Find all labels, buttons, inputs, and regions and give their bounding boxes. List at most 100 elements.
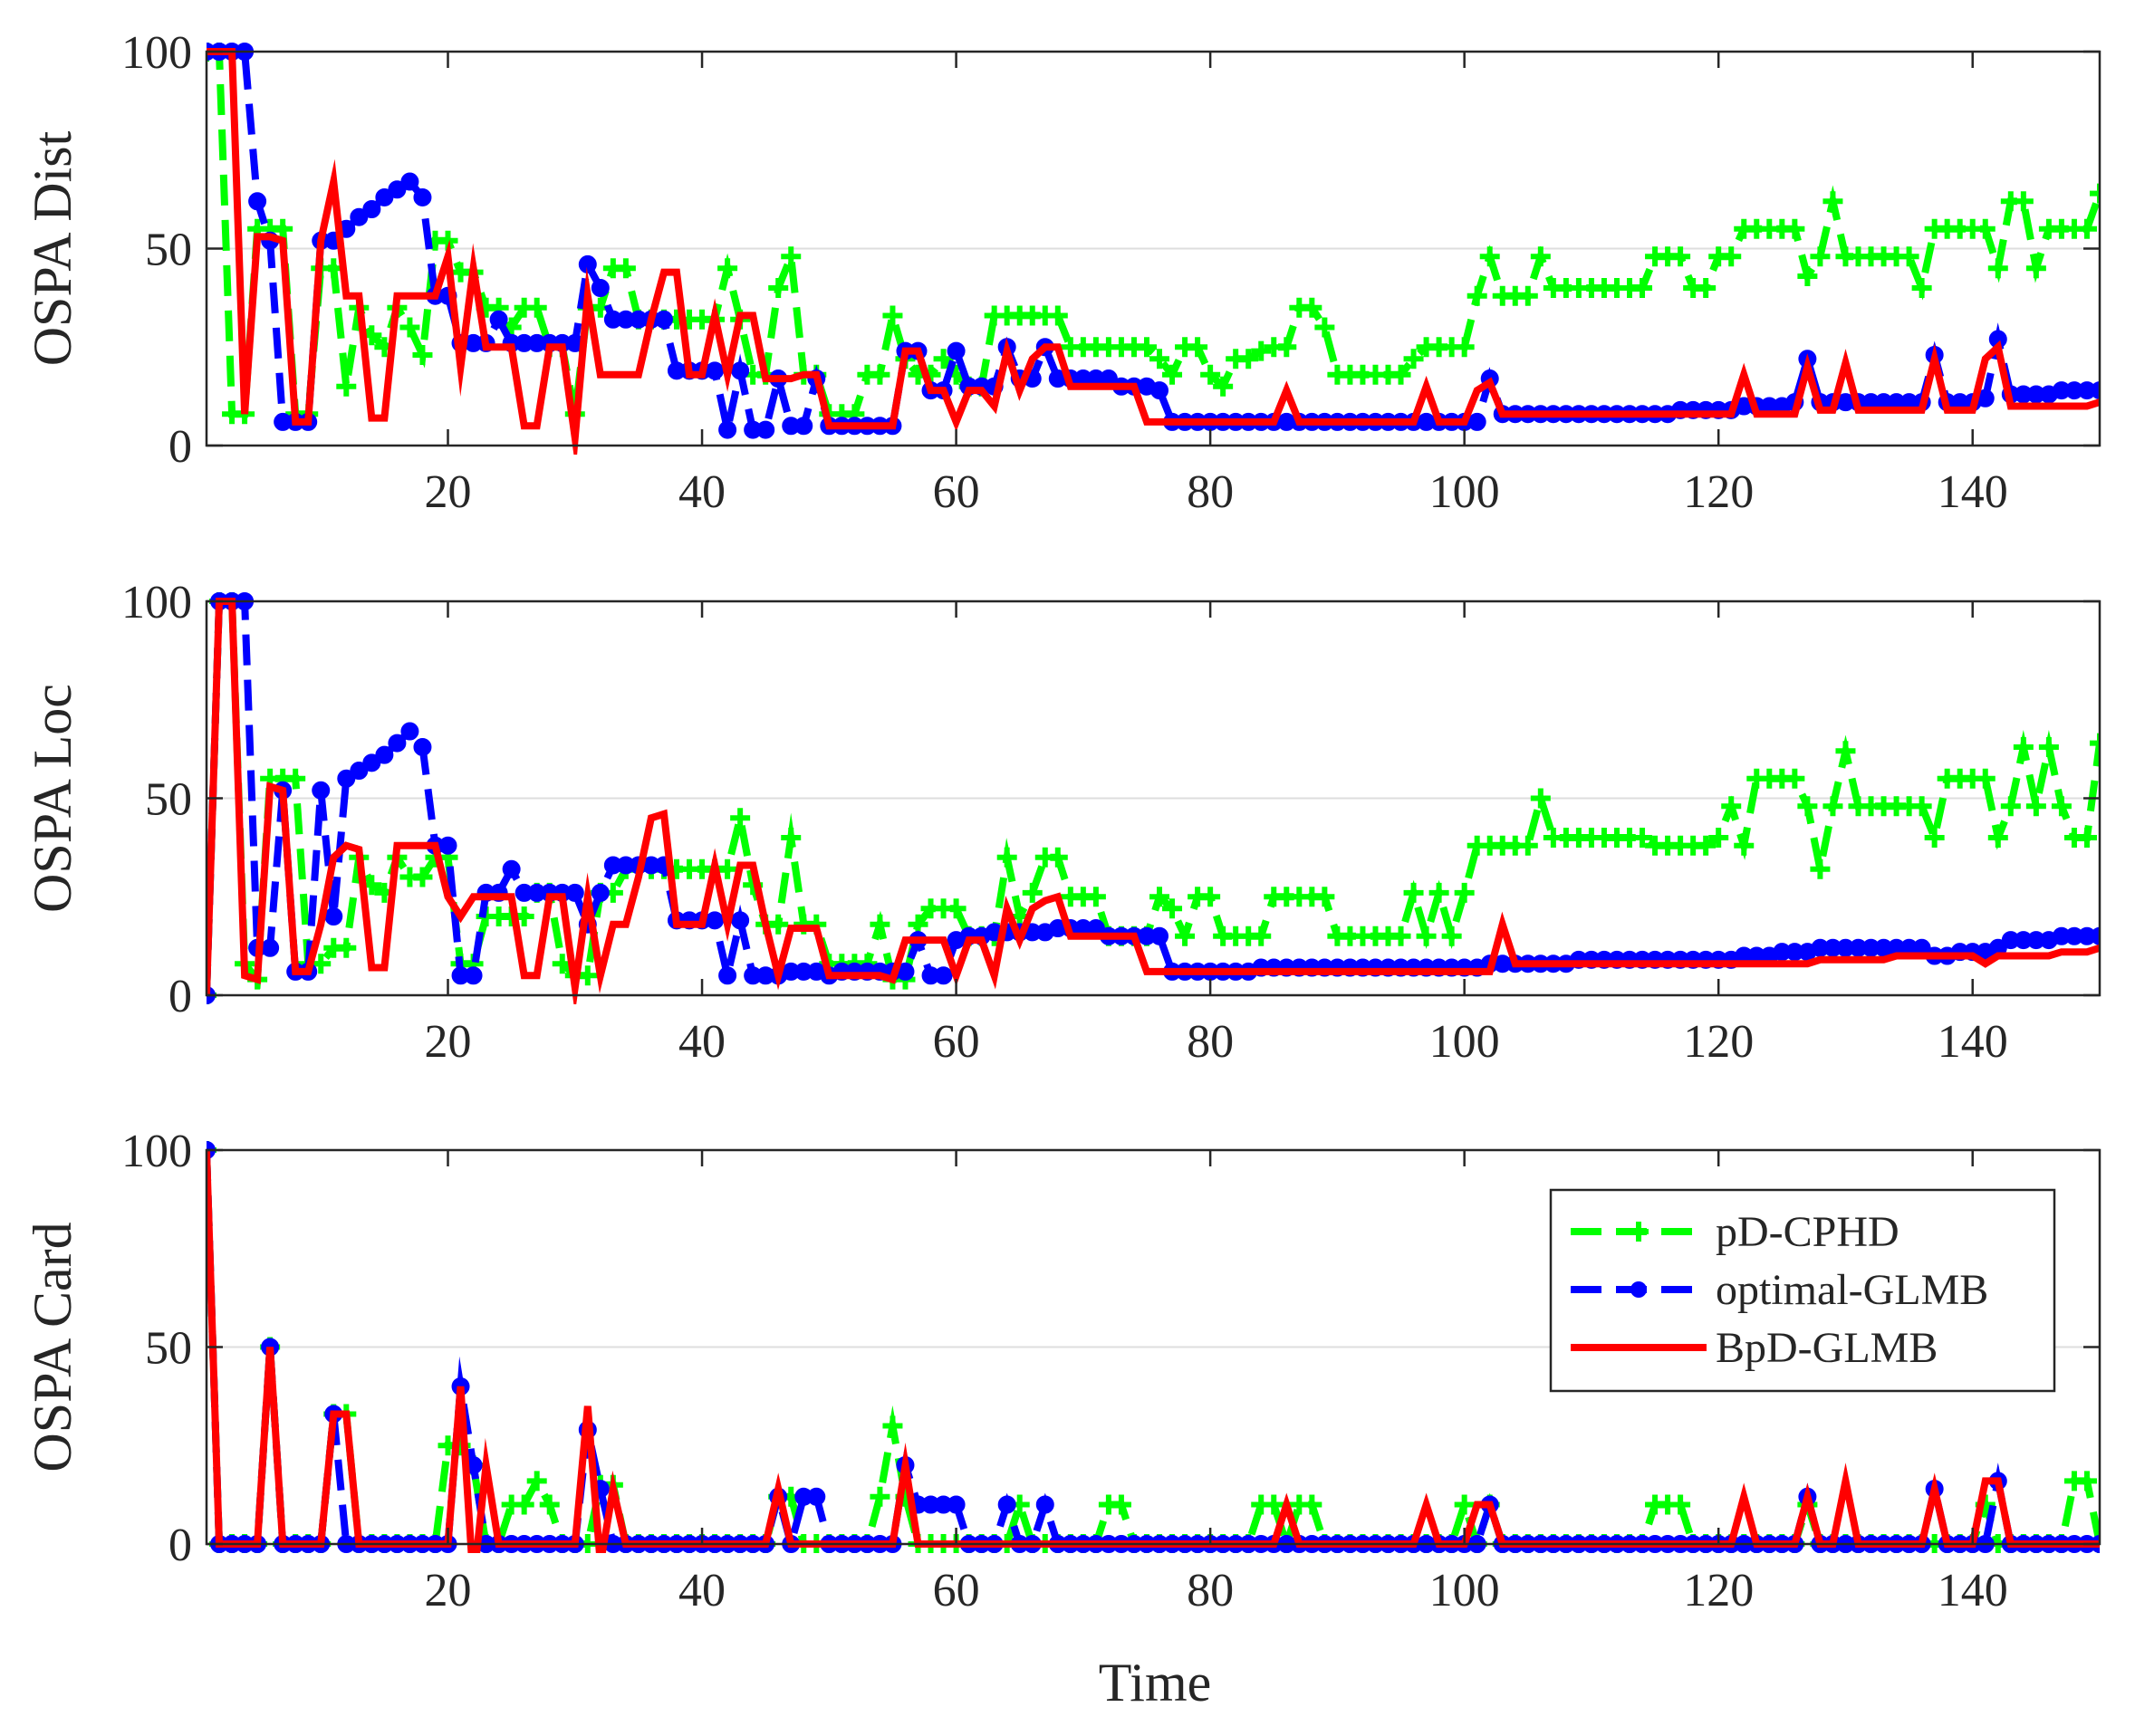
data-point [870,914,890,935]
data-point [1517,285,1538,306]
data-point [2091,381,2100,400]
data-point [1188,337,1208,358]
data-point [1530,246,1551,267]
x-tick-label: 60 [933,1016,980,1068]
data-point [539,1494,560,1515]
data-point [2076,828,2097,848]
data-point [1213,376,1234,397]
legend-marker [1630,1281,1647,1298]
legend-label: BpD-GLMB [1716,1324,1938,1372]
data-point [718,966,737,985]
data-point [1035,1495,1054,1514]
x-tick-label: 100 [1429,466,1500,518]
data-point [1797,796,1818,817]
data-point [1784,218,1805,239]
data-point [1632,278,1653,298]
data-point [781,246,802,267]
y-tick-label: 100 [121,1126,192,1177]
series-line-BpD-GLMB [207,48,2100,455]
data-point [2090,733,2100,753]
x-tick-label: 140 [1938,466,2008,518]
x-tick-label: 120 [1683,1565,1754,1616]
data-point [2038,736,2059,757]
data-point [362,200,381,218]
data-point [2025,258,2046,279]
data-point [526,297,547,318]
data-point [1517,835,1538,856]
data-point [997,1495,1016,1514]
data-point [1696,278,1717,298]
legend: pD-CPHD optimal-GLMB BpD-GLMB [1549,1188,2056,1393]
data-point [591,883,610,902]
data-point [1314,317,1335,338]
data-point [400,172,419,191]
y-axis-title: OSPA Card [23,1222,82,1472]
data-point [731,911,750,930]
data-point [1150,926,1169,945]
data-point [514,1494,534,1515]
data-point [718,420,737,439]
data-point [1975,218,1996,239]
data-point [996,847,1017,868]
data-point [654,310,673,329]
y-axis-title: OSPA Loc [23,684,82,913]
data-point [311,954,332,974]
data-point [2013,191,2034,212]
data-point [1200,887,1221,907]
data-point [1911,278,1932,298]
data-point [706,911,725,930]
data-point [350,207,369,226]
series-BpD-GLMB [207,48,2100,455]
x-tick-label: 80 [1187,466,1234,518]
data-point [882,305,903,326]
data-point [362,753,381,772]
data-point [1797,265,1818,286]
data-point [730,808,751,829]
y-tick-label: 50 [145,1323,192,1375]
data-point [489,310,508,329]
y-tick-label: 0 [168,1520,192,1571]
x-tick-label: 100 [1429,1016,1500,1068]
data-point [1784,768,1805,789]
data-point [1975,768,1996,789]
data-point [1454,337,1475,358]
data-point [399,317,420,338]
x-tick-label: 40 [678,1016,726,1068]
data-point [1390,926,1411,946]
data-point [2025,796,2046,817]
data-point [1454,882,1475,903]
data-point [324,907,343,926]
data-point [768,278,789,298]
data-point [2051,796,2072,817]
data-point [248,192,267,211]
data-point [413,187,432,206]
data-point [1987,258,2008,279]
data-point [1149,349,1170,369]
data-point [731,361,750,380]
subplot-2: 20 40 60 80 100 120 140 0 50 100 OSPA Loc [23,577,2101,1068]
data-point [591,279,610,297]
y-tick-label: 50 [145,225,192,276]
x-tick-label: 60 [933,466,980,518]
x-tick-label: 140 [1938,1565,2008,1616]
data-point [1238,349,1259,369]
legend-entry: pD-CPHD [1571,1208,1899,1256]
x-tick-label: 140 [1938,1016,2008,1068]
data-point [565,883,584,902]
data-point [1810,246,1831,267]
data-point [1911,796,1932,817]
x-axis-title: Time [1099,1653,1212,1712]
data-point [1454,1494,1475,1515]
data-point [717,858,738,879]
legend-label: optimal-GLMB [1716,1266,1988,1314]
data-point [273,218,293,239]
data-point [1670,1494,1691,1515]
data-point [1111,1494,1131,1515]
data-point [1162,364,1183,385]
data-point [2013,736,2034,757]
data-point [1721,246,1742,267]
data-point [946,898,967,919]
data-point [1403,349,1424,369]
legend-label: pD-CPHD [1716,1208,1899,1256]
